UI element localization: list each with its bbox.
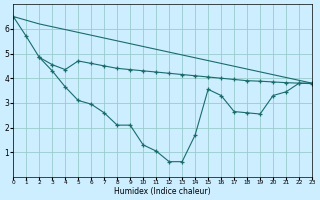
X-axis label: Humidex (Indice chaleur): Humidex (Indice chaleur)	[114, 187, 211, 196]
